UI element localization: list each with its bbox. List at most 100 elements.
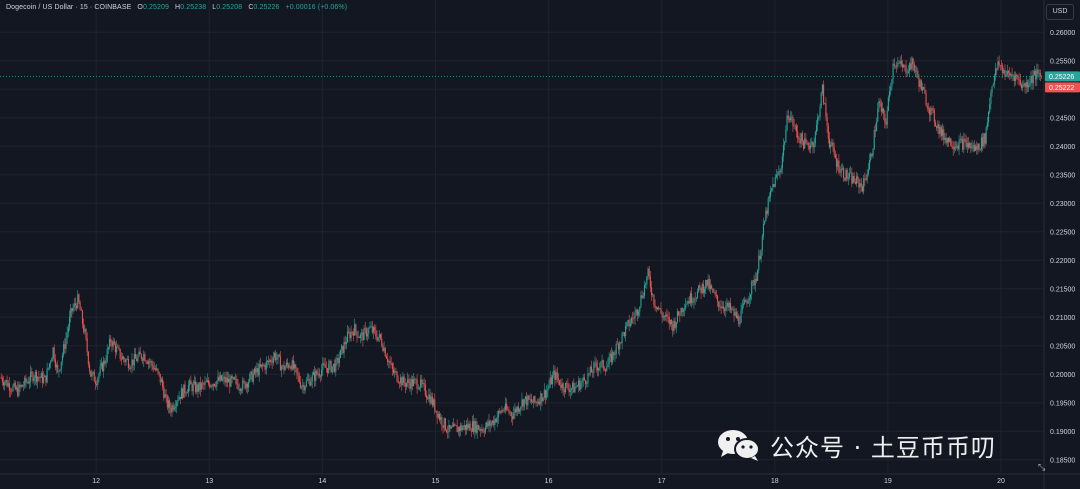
candle-body (832, 142, 834, 148)
candle-body (539, 401, 541, 405)
candle-body (200, 383, 203, 390)
candle-body (134, 353, 137, 359)
candle-body (980, 137, 983, 150)
candle-body (92, 371, 94, 373)
candle-body (454, 423, 456, 426)
candle-body (127, 359, 129, 369)
symbol-title[interactable]: Dogecoin / US Dollar · 15 · COINBASE (6, 4, 132, 11)
candle-body (590, 366, 593, 373)
candle-body (17, 387, 19, 396)
candle-body (516, 406, 518, 413)
candle-body (190, 380, 192, 385)
candle-body (871, 154, 873, 156)
candle-body (390, 363, 392, 364)
candle-body (510, 412, 512, 417)
candle-body (314, 372, 316, 381)
symbol-legend[interactable]: Dogecoin / US Dollar · 15 · COINBASE O0.… (6, 4, 347, 11)
candle-body (477, 424, 479, 430)
candle-body (470, 430, 472, 432)
candle-body (40, 372, 42, 378)
candle-body (1035, 71, 1037, 80)
candle-body (210, 385, 212, 388)
candle-body (856, 176, 858, 184)
candle-body (626, 322, 628, 327)
candle-body (929, 108, 931, 115)
candle-body (682, 309, 684, 312)
time-tick-label: 13 (205, 478, 213, 485)
candle-body (613, 351, 615, 356)
candle-body (914, 70, 917, 72)
candle-body (84, 329, 86, 332)
candle-body (299, 382, 301, 388)
candle-body (843, 168, 845, 179)
candle-body (219, 375, 221, 381)
candle-body (669, 319, 671, 325)
candle-body (963, 138, 965, 150)
high-value: 0.25238 (180, 4, 207, 11)
candle-body (411, 379, 413, 386)
candle-body (509, 412, 511, 413)
candle-body (71, 308, 73, 312)
candle-body (431, 396, 433, 406)
watermark: 公众号 · 土豆币币叨 (716, 428, 996, 462)
candle-body (889, 90, 891, 98)
candle-body (284, 367, 286, 371)
candle-body (317, 373, 319, 375)
candle-body (918, 77, 920, 87)
time-tick-label: 17 (658, 478, 666, 485)
candle-body (780, 168, 782, 173)
candle-body (306, 379, 309, 381)
candle-body (65, 338, 67, 349)
candle-body (395, 371, 397, 372)
candle-body (59, 369, 61, 371)
candle-body (142, 358, 144, 361)
currency-button[interactable]: USD (1046, 4, 1074, 20)
price-tick-label: 0.20000 (1050, 372, 1075, 379)
candle-body (555, 372, 557, 381)
candle-body (528, 395, 530, 400)
candle-body (378, 334, 380, 338)
candle-body (324, 364, 326, 368)
candle-body (469, 423, 471, 431)
resize-handle-icon[interactable]: ⤡ (1038, 462, 1046, 472)
candle-body (589, 366, 591, 374)
candle-body (262, 364, 264, 366)
candle-body (649, 276, 651, 288)
candle-body (714, 291, 716, 295)
candle-body (790, 117, 792, 121)
candle-body (244, 381, 246, 389)
candle-body (985, 127, 987, 144)
candle-body (136, 358, 138, 362)
candle-body (838, 160, 840, 173)
candle-body (27, 381, 29, 384)
candle-body (632, 317, 634, 319)
candle-body (277, 354, 279, 359)
candle-body (193, 381, 195, 384)
candle-body (186, 392, 188, 394)
candle-body (68, 316, 71, 328)
candle-body (638, 311, 640, 316)
time-axis[interactable]: 12 13 14 15 16 17 18 19 20 (92, 478, 1005, 485)
candle-body (782, 144, 785, 157)
candle-body (355, 324, 357, 332)
candle-body (507, 409, 509, 411)
candle-body (347, 331, 349, 343)
candle-body (1004, 70, 1006, 77)
time-tick-label: 12 (92, 478, 100, 485)
candle-body (490, 423, 492, 426)
candle-body (940, 127, 942, 136)
candle-body (387, 358, 389, 362)
candle-body (437, 413, 439, 418)
candle-body (203, 383, 205, 385)
candle-body (799, 139, 801, 144)
candle-body (582, 377, 584, 381)
candle-body (786, 115, 788, 130)
candle-body (178, 396, 180, 400)
candle-body (430, 396, 432, 404)
candle-body (739, 322, 741, 325)
price-axis[interactable]: 0.260000.255000.250000.245000.240000.235… (1050, 30, 1075, 465)
candle-body (185, 393, 187, 394)
candle-body (488, 420, 490, 427)
candle-body (6, 380, 8, 387)
